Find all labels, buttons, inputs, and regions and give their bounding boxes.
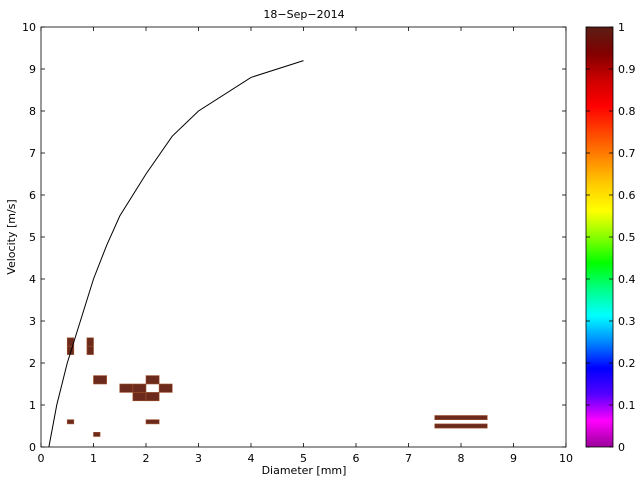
colorbar-tick-label: 0 bbox=[618, 441, 625, 454]
colorbar-tick-label: 0.7 bbox=[618, 147, 636, 160]
x-tick-label: 1 bbox=[90, 452, 97, 465]
colorbar-tick-label: 0.5 bbox=[618, 231, 636, 244]
chart-title: 18−Sep−2014 bbox=[263, 8, 344, 21]
heatmap-cell-8 bbox=[145, 375, 160, 385]
y-tick-label: 0 bbox=[29, 441, 36, 454]
x-axis-ticks: 0 1 2 3 4 5 6 7 8 9 10 bbox=[38, 27, 573, 465]
x-tick-label: 4 bbox=[248, 452, 255, 465]
heatmap-cell-11 bbox=[66, 419, 75, 425]
heatmap-cell-5 bbox=[119, 383, 134, 393]
x-tick-label: 0 bbox=[38, 452, 45, 465]
y-axis-label: Velocity [m/s] bbox=[5, 199, 18, 274]
colorbar-ticks: 0 0.1 0.2 0.3 0.4 0.5 0.6 0.7 0.8 0.9 1 bbox=[586, 21, 636, 454]
colorbar-gradient bbox=[585, 26, 614, 448]
heatmap-cell-14 bbox=[434, 415, 488, 420]
colorbar-tick-label: 0.8 bbox=[618, 105, 636, 118]
colorbar-tick-label: 0.6 bbox=[618, 189, 636, 202]
colorbar-tick-label: 0.2 bbox=[618, 357, 636, 370]
x-axis-label: Diameter [mm] bbox=[262, 464, 347, 477]
heatmap-cell-10 bbox=[158, 383, 173, 393]
x-tick-label: 9 bbox=[510, 452, 517, 465]
fit-curve-line bbox=[48, 60, 304, 448]
heatmap-cell-2 bbox=[86, 345, 94, 355]
y-tick-label: 7 bbox=[29, 147, 36, 160]
x-tick-label: 10 bbox=[559, 452, 573, 465]
heatmap-cells bbox=[66, 337, 488, 437]
y-tick-label: 1 bbox=[29, 399, 36, 412]
heatmap-cell-7 bbox=[132, 392, 147, 402]
heatmap-cell-3 bbox=[86, 337, 94, 347]
colorbar-tick-label: 0.9 bbox=[618, 63, 636, 76]
y-tick-label: 6 bbox=[29, 189, 36, 202]
heatmap-cell-12 bbox=[93, 431, 101, 437]
x-tick-label: 3 bbox=[195, 452, 202, 465]
y-tick-label: 5 bbox=[29, 231, 36, 244]
x-tick-label: 7 bbox=[405, 452, 412, 465]
colorbar: 0 0.1 0.2 0.3 0.4 0.5 0.6 0.7 0.8 0.9 1 bbox=[585, 21, 636, 454]
heatmap-cell-6 bbox=[132, 383, 147, 393]
colorbar-tick-label: 1 bbox=[618, 21, 625, 34]
x-tick-label: 8 bbox=[458, 452, 465, 465]
heatmap-cell-4 bbox=[93, 375, 107, 385]
colorbar-tick-label: 0.3 bbox=[618, 315, 636, 328]
plot-frame bbox=[40, 26, 567, 448]
x-tick-label: 2 bbox=[143, 452, 150, 465]
x-tick-label: 6 bbox=[353, 452, 360, 465]
y-tick-label: 8 bbox=[29, 105, 36, 118]
colorbar-tick-label: 0.4 bbox=[618, 273, 636, 286]
y-tick-label: 9 bbox=[29, 63, 36, 76]
colorbar-tick-label: 0.1 bbox=[618, 399, 636, 412]
plot-area: 0 1 2 3 4 5 6 7 8 9 10 0 1 2 3 4 5 6 7 8 9 10 bbox=[22, 21, 573, 465]
y-tick-label: 2 bbox=[29, 357, 36, 370]
x-tick-label: 5 bbox=[300, 452, 307, 465]
heatmap-cell-9 bbox=[145, 392, 160, 402]
y-tick-label: 4 bbox=[29, 273, 36, 286]
heatmap-cell-13 bbox=[145, 419, 160, 425]
y-axis-ticks: 0 1 2 3 4 5 6 7 8 9 10 bbox=[22, 21, 566, 454]
y-tick-label: 10 bbox=[22, 21, 36, 34]
heatmap-cell-15 bbox=[434, 423, 488, 429]
y-tick-label: 3 bbox=[29, 315, 36, 328]
